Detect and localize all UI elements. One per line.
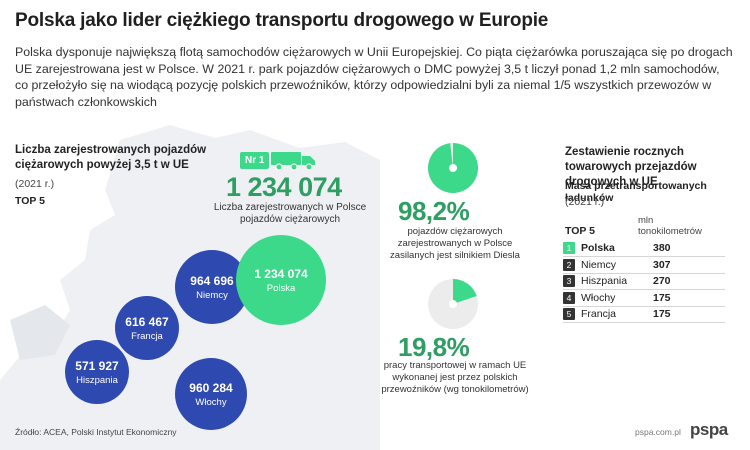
truck-icon <box>271 152 315 171</box>
value-cell: 307 <box>653 256 725 274</box>
right-year: (2021 r.) <box>565 196 605 208</box>
value-cell: 380 <box>653 240 725 257</box>
table-row: 2 Niemcy 307 <box>563 256 725 274</box>
rank-number: 1 <box>563 242 575 254</box>
page-title: Polska jako lider ciężkiego transportu d… <box>15 10 549 31</box>
country-cell: Niemcy <box>581 256 653 274</box>
table-row: 3 Hiszpania 270 <box>563 273 725 290</box>
rank-cell: 1 <box>563 240 581 257</box>
country-cell: Hiszpania <box>581 273 653 290</box>
diesel-share-caption: pojazdów ciężarowych zarejestrowanych w … <box>390 226 520 261</box>
value-cell: 175 <box>653 289 725 307</box>
rank-number: 2 <box>563 258 575 271</box>
rank-cell: 4 <box>563 289 581 307</box>
transport-work-share-caption: pracy transportowej w ramach UE wykonane… <box>381 360 529 395</box>
bubble-label: Hiszpania <box>76 374 118 386</box>
rank-cell: 3 <box>563 273 581 290</box>
highlight-value: 1 234 074 <box>226 172 342 202</box>
country-cell: Włochy <box>581 289 653 307</box>
bubble-label: Francja <box>131 330 163 342</box>
bubble-polska: 1 234 074 Polska <box>236 235 326 325</box>
site-url: pspa.com.pl <box>635 427 681 437</box>
bubble-hiszpania: 571 927 Hiszpania <box>65 340 129 404</box>
pie-slice-value <box>453 279 477 304</box>
source-note: Źródło: ACEA, Polski Instytut Ekonomiczn… <box>15 427 177 437</box>
bubble-value: 960 284 <box>189 380 233 395</box>
country-cell: Francja <box>581 306 653 323</box>
value-cell: 175 <box>653 306 725 323</box>
rank-number: 3 <box>563 275 575 288</box>
bubble-value: 616 467 <box>125 314 169 329</box>
right-heading: Zestawienie rocznych towarowych przejazd… <box>565 146 697 188</box>
left-top5-label: TOP 5 <box>15 195 45 207</box>
right-mass-label: Masa przetransportowanych ładunków <box>565 180 707 204</box>
pspa-logo: pspa <box>690 420 728 439</box>
table-row: 4 Włochy 175 <box>563 289 725 307</box>
bubble-label: Włochy <box>195 396 227 408</box>
table-row: 1 Polska 380 <box>563 240 725 257</box>
bubble-value: 571 927 <box>75 358 119 373</box>
transport-work-share-value: 19,8% <box>398 332 470 362</box>
left-year: (2021 r.) <box>15 178 55 190</box>
diesel-share-chart <box>428 143 478 193</box>
value-cell: 270 <box>653 273 725 290</box>
bubble-francja: 616 467 Francja <box>115 296 179 360</box>
unit-label: mln tonokilometrów <box>638 215 702 237</box>
diesel-share-value: 98,2% <box>398 196 470 226</box>
rank-cell: 5 <box>563 306 581 323</box>
right-top5-label: TOP 5 <box>565 225 595 237</box>
bubble-value: 1 234 074 <box>254 266 308 281</box>
bubble-value: 964 696 <box>190 273 234 288</box>
ranking-table: 1 Polska 380 2 Niemcy 307 3 Hiszpania 270 4 Włochy… <box>563 240 725 323</box>
table-row: 5 Francja 175 <box>563 306 725 323</box>
bubble-label: Niemcy <box>196 289 228 301</box>
rank-number: 4 <box>563 291 575 304</box>
transport-work-share-chart <box>428 279 478 329</box>
rank-number: 5 <box>563 308 575 321</box>
country-cell: Polska <box>581 240 653 257</box>
rank-cell: 2 <box>563 256 581 274</box>
pie-center <box>449 164 457 172</box>
bubble-label: Polska <box>266 282 296 294</box>
rank-badge: Nr 1 <box>240 152 270 169</box>
pie-center <box>449 300 457 308</box>
bubble-wlochy: 960 284 Włochy <box>175 358 247 430</box>
left-heading: Liczba zarejestrowanych pojazdów ciężaro… <box>15 144 207 171</box>
highlight-caption: Liczba zarejestrowanych w Polsce pojazdó… <box>213 202 367 225</box>
intro-paragraph: Polska dysponuje największą flotą samoch… <box>15 45 733 109</box>
